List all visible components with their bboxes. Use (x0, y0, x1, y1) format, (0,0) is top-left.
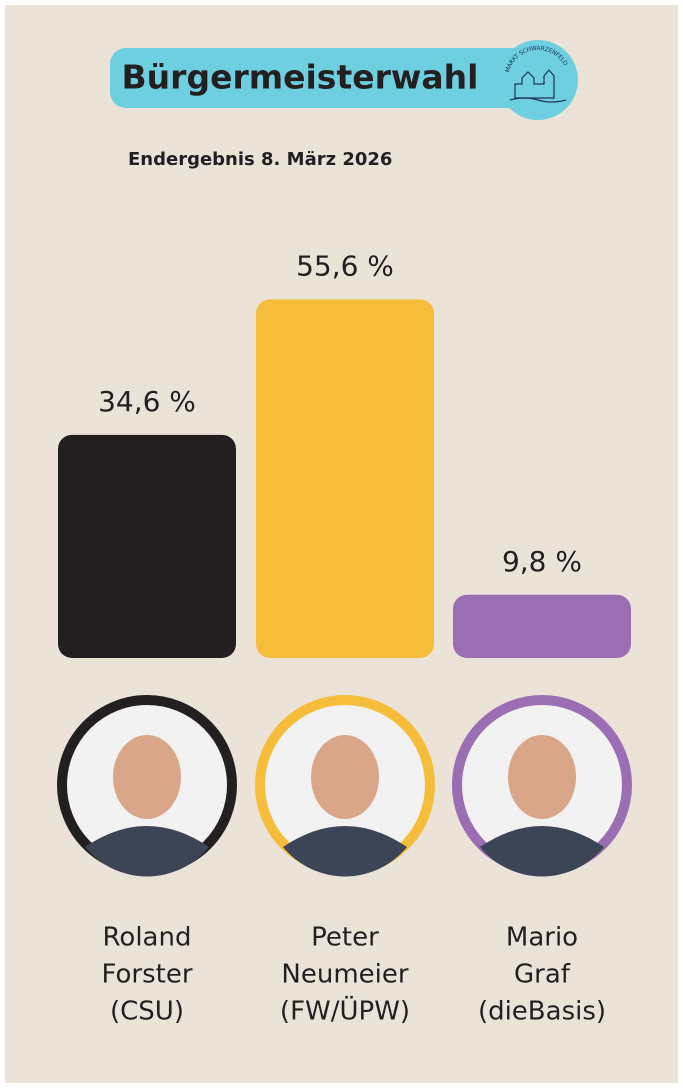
candidate-name: Peter (311, 923, 379, 953)
candidate-name: Mario (506, 923, 578, 953)
candidate-name: Forster (101, 960, 192, 990)
candidate-name: (dieBasis) (478, 997, 606, 1027)
candidate-name: Neumeier (281, 960, 408, 990)
logo (498, 40, 578, 120)
candidate-name: Graf (514, 960, 571, 990)
value-label: 9,8 % (502, 545, 582, 578)
bar (453, 595, 631, 658)
value-label: 34,6 % (98, 385, 196, 418)
portrait-head (508, 735, 576, 819)
value-label: 55,6 % (296, 249, 394, 282)
candidate-name: Roland (103, 923, 192, 953)
page: Bürgermeisterwahl MARKT SCHWARZENFELD En… (0, 0, 683, 1089)
bar (58, 435, 236, 658)
chart-title: Bürgermeisterwahl (122, 58, 479, 97)
portrait-head (311, 735, 379, 819)
candidate-name: (FW/ÜPW) (280, 995, 410, 1027)
subtitle: Endergebnis 8. März 2026 (128, 149, 392, 170)
portrait-head (113, 735, 181, 819)
candidate-name: (CSU) (110, 997, 184, 1027)
chart: Bürgermeisterwahl MARKT SCHWARZENFELD En… (0, 0, 683, 1089)
bar (256, 299, 434, 658)
